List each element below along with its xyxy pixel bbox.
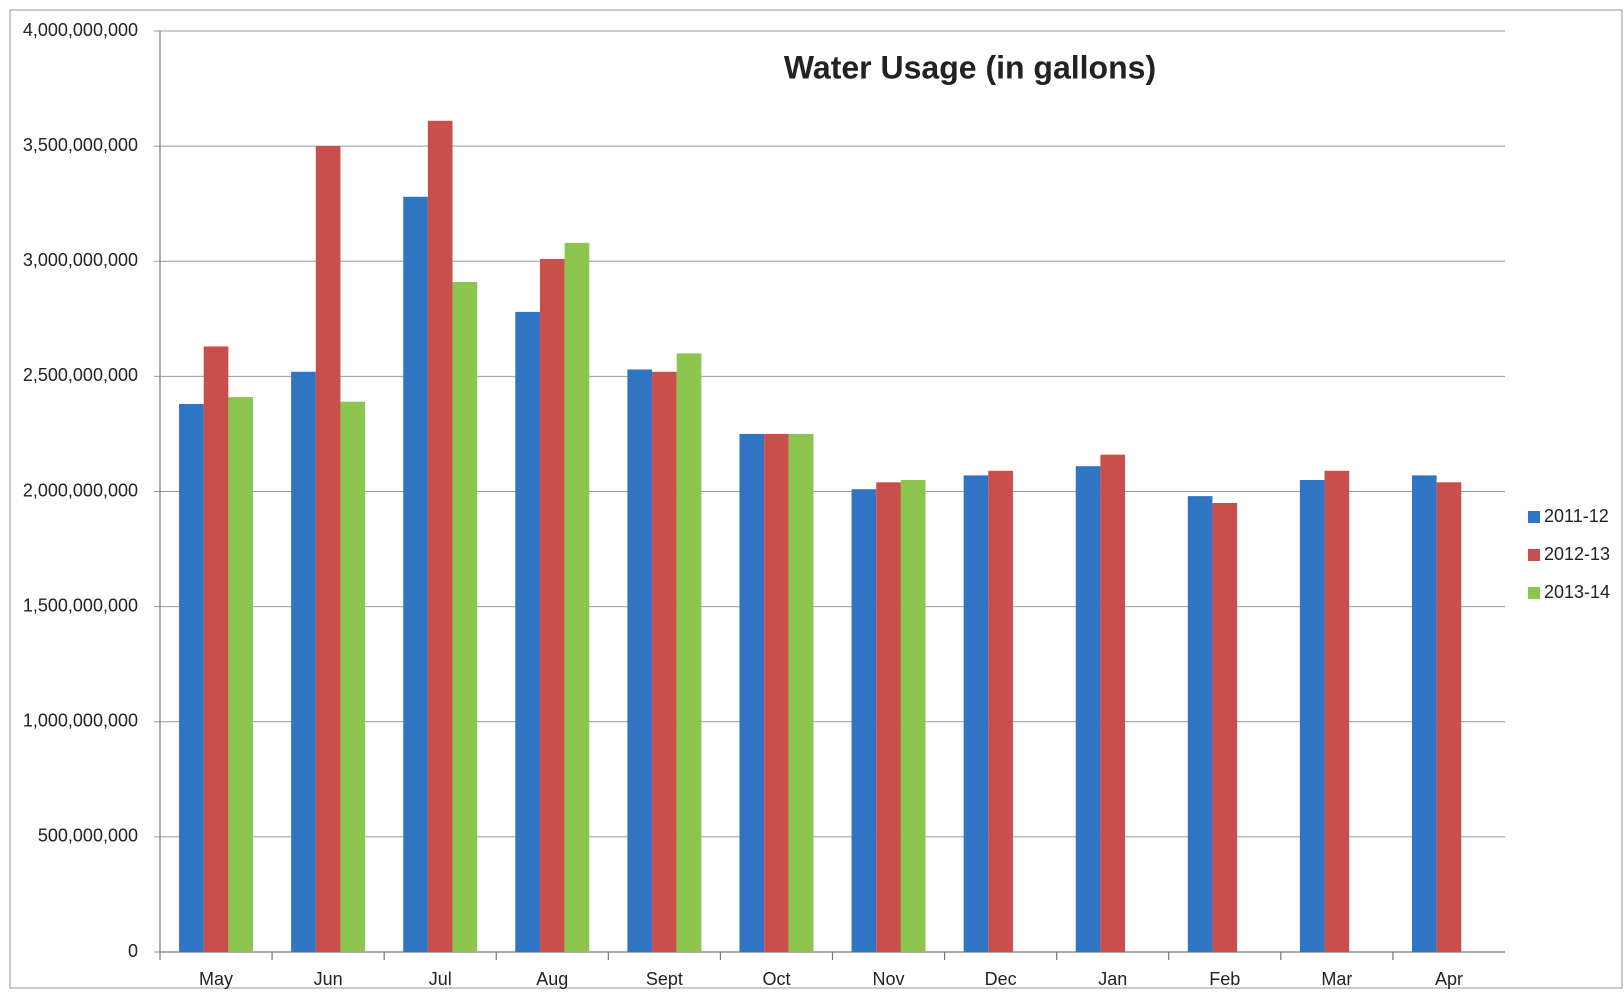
y-tick-label: 2,000,000,000 (23, 480, 138, 500)
y-tick-label: 3,500,000,000 (23, 135, 138, 155)
chart-title: Water Usage (in gallons) (784, 49, 1156, 85)
legend-swatch (1528, 511, 1540, 523)
bar (876, 482, 901, 952)
bar (652, 371, 677, 952)
x-tick-label: Nov (873, 969, 905, 989)
bar (627, 369, 653, 952)
chart-frame (9, 9, 1623, 989)
bar (291, 371, 316, 952)
y-tick-label: 1,000,000,000 (23, 711, 138, 731)
bar (988, 470, 1013, 952)
x-tick-label: Oct (762, 969, 790, 989)
bar (676, 353, 702, 953)
bar (900, 479, 926, 952)
x-tick-label: Jan (1098, 969, 1127, 989)
bar (179, 404, 204, 952)
bar (564, 242, 590, 952)
x-tick-label: May (199, 969, 233, 989)
y-tick-label: 4,000,000,000 (23, 20, 138, 40)
bar (851, 489, 877, 952)
bar (539, 258, 565, 952)
bar (963, 475, 989, 952)
legend-swatch (1528, 549, 1540, 561)
bar (764, 433, 789, 952)
x-tick-label: Sept (646, 969, 683, 989)
bar (203, 346, 229, 952)
y-tick-label: 0 (128, 941, 138, 961)
bar (1411, 475, 1437, 952)
bar (739, 433, 765, 952)
y-tick-label: 3,000,000,000 (23, 250, 138, 270)
bar (1075, 466, 1101, 952)
x-tick-label: Mar (1321, 969, 1352, 989)
bar (427, 120, 453, 953)
bar (1212, 503, 1238, 952)
bar (1187, 496, 1213, 952)
legend-label: 2013-14 (1544, 582, 1610, 602)
y-tick-label: 1,500,000,000 (23, 595, 138, 615)
legend-label: 2012-13 (1544, 544, 1610, 564)
bar (1100, 454, 1126, 952)
y-tick-label: 2,500,000,000 (23, 365, 138, 385)
x-tick-label: Jul (429, 969, 452, 989)
bar (788, 433, 814, 952)
bar (228, 397, 254, 952)
x-tick-label: Dec (985, 969, 1017, 989)
bar (1324, 470, 1350, 952)
legend-swatch (1528, 587, 1540, 599)
x-tick-label: Jun (314, 969, 343, 989)
bar (515, 311, 540, 952)
bar (1299, 479, 1325, 952)
bar (340, 401, 366, 952)
legend-label: 2011-12 (1544, 506, 1609, 526)
x-tick-label: Aug (536, 969, 568, 989)
x-tick-label: Feb (1209, 969, 1240, 989)
x-tick-label: Apr (1435, 969, 1463, 989)
bar (1436, 482, 1462, 952)
bar (315, 146, 341, 952)
y-tick-label: 500,000,000 (38, 826, 138, 846)
bar (403, 196, 428, 952)
bar (452, 281, 478, 952)
